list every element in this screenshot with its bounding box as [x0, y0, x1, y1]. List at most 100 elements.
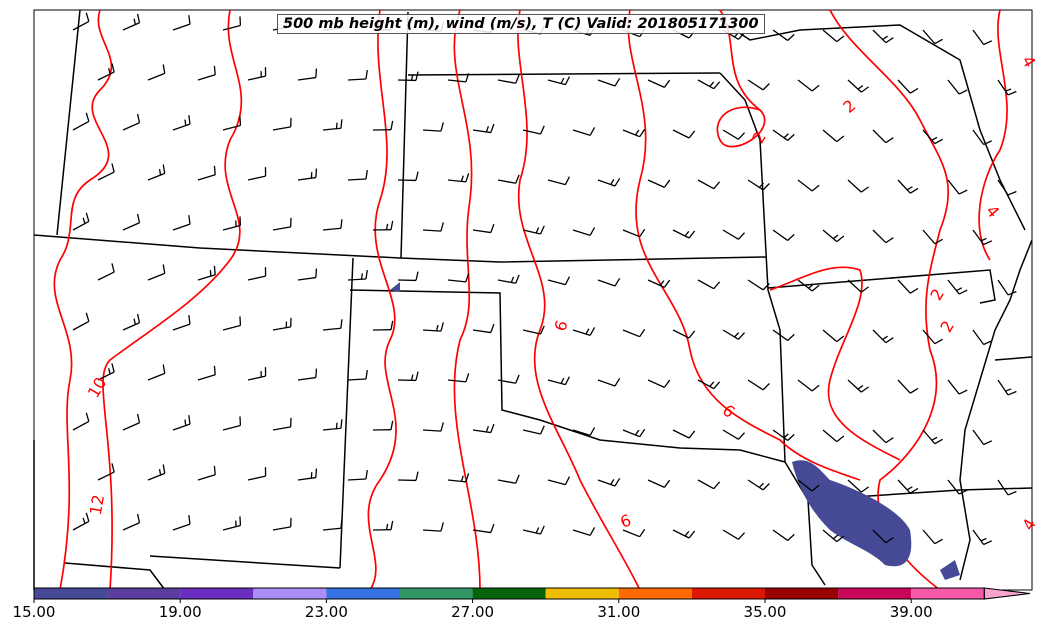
- wind-barb: [422, 422, 444, 432]
- wind-barb: [622, 328, 646, 338]
- wind-barb: [122, 213, 141, 231]
- colorbar-tick-label: 31.00: [597, 603, 641, 621]
- wind-barb: [122, 413, 141, 431]
- wind-barb: [647, 279, 671, 288]
- wind-barb: [397, 71, 419, 82]
- wind-barb: [247, 67, 267, 81]
- wind-barb: [247, 267, 267, 281]
- colorbar-bin: [618, 588, 692, 599]
- wind-barb: [747, 179, 770, 191]
- wind-barb: [872, 229, 894, 244]
- wind-barb: [697, 179, 721, 190]
- wind-barb: [772, 329, 795, 341]
- wind-barb: [897, 79, 919, 94]
- wind-barb: [372, 320, 394, 331]
- wind-barb: [272, 117, 292, 131]
- wind-barb: [347, 269, 368, 281]
- wind-barb: [322, 319, 343, 331]
- wind-barb: [472, 223, 495, 234]
- wind-barb: [172, 315, 191, 331]
- wind-barb: [622, 428, 646, 438]
- wind-barb: [197, 65, 216, 81]
- wind-barb: [997, 479, 1017, 496]
- colorbar-tick-label: 19.00: [158, 603, 202, 621]
- wind-barb: [622, 228, 646, 238]
- wind-barb: [347, 369, 368, 381]
- wind-barb: [222, 216, 242, 231]
- wind-barb: [922, 29, 943, 45]
- wind-barb: [522, 325, 545, 335]
- border-ar-north: [767, 269, 996, 304]
- colorbar-tick-label: 39.00: [889, 603, 933, 621]
- border-ks-north: [407, 72, 721, 76]
- wind-barb: [747, 479, 770, 491]
- border-ms-east: [994, 356, 1033, 361]
- wind-barb: [597, 78, 621, 87]
- shaded-region: [390, 282, 400, 292]
- wind-barb: [822, 329, 845, 343]
- wind-barb: [97, 463, 115, 481]
- colorbar-bin: [107, 588, 181, 599]
- colorbar-bin: [765, 588, 839, 599]
- wind-barb: [822, 229, 845, 243]
- wind-barb: [922, 229, 943, 245]
- wind-barb: [722, 329, 746, 340]
- wind-barb: [322, 219, 343, 231]
- border-mexico: [33, 440, 341, 591]
- map-frame: [33, 9, 1033, 591]
- wind-barb: [272, 217, 292, 231]
- wind-barb: [647, 179, 671, 188]
- wind-barb: [72, 12, 90, 31]
- wind-barb: [897, 479, 919, 494]
- colorbar-bin: [253, 588, 327, 599]
- wind-barb: [247, 367, 267, 381]
- wind-barb: [472, 123, 495, 134]
- wind-barb: [272, 517, 292, 531]
- wind-barb: [347, 169, 368, 181]
- wind-barb: [997, 79, 1017, 96]
- wind-barb: [522, 425, 545, 435]
- wind-barb: [797, 279, 820, 292]
- wind-barb: [222, 316, 242, 331]
- wind-barb: [947, 479, 968, 495]
- wind-barb: [547, 76, 571, 86]
- temperature-contours: [53, 9, 1008, 591]
- wind-barb: [947, 179, 968, 195]
- wind-barb: [147, 364, 166, 381]
- wind-barb: [72, 512, 90, 531]
- wind-barb: [972, 29, 993, 46]
- wind-barbs: [72, 12, 1017, 546]
- wind-barb: [422, 322, 444, 332]
- wind-barb: [747, 279, 770, 291]
- wind-barb: [672, 429, 696, 439]
- wind-barb: [422, 222, 444, 232]
- colorbar-bin: [911, 588, 985, 599]
- wind-barb: [947, 79, 968, 95]
- wind-barb: [722, 129, 746, 140]
- border-nm-east: [339, 257, 354, 569]
- wind-barb: [172, 215, 191, 231]
- wind-barb: [447, 373, 470, 383]
- wind-barb: [197, 465, 216, 481]
- wind-barb: [847, 79, 869, 93]
- wind-barb: [622, 528, 646, 538]
- wind-barb: [572, 527, 596, 536]
- wind-barb: [547, 276, 571, 286]
- wind-barb: [522, 125, 545, 135]
- border-ks-west: [400, 11, 409, 259]
- colorbar-bin: [180, 588, 254, 599]
- wind-barb: [972, 129, 993, 146]
- wind-barb: [722, 529, 746, 540]
- wind-barb: [622, 128, 646, 138]
- wind-barb: [872, 529, 894, 544]
- colorbar-tick-label: 35.00: [743, 603, 787, 621]
- colorbar-bin: [545, 588, 619, 599]
- wind-barb: [597, 178, 621, 187]
- contour-label: 12: [86, 493, 108, 516]
- wind-barb: [322, 419, 343, 431]
- wind-barb: [547, 476, 571, 486]
- wind-barb: [872, 129, 894, 144]
- wind-barb: [922, 329, 943, 345]
- wind-barb: [372, 120, 394, 131]
- wind-barb: [322, 519, 343, 531]
